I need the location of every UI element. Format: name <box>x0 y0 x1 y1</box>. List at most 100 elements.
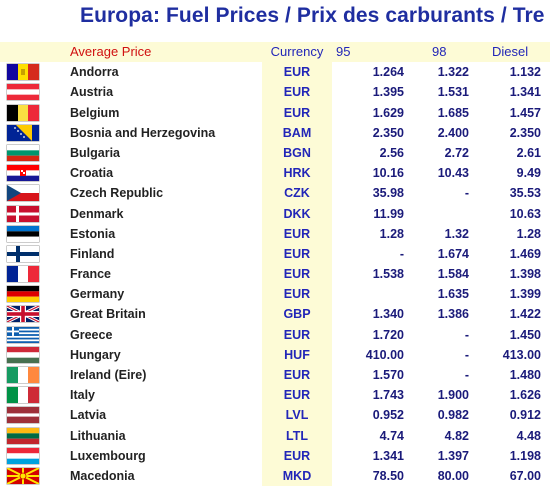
denmark-flag-icon <box>7 205 39 222</box>
price-diesel: 9.49 <box>516 166 541 181</box>
table-row: Ireland (Eire) EUR 1.570 - 1.480 <box>0 365 550 386</box>
country-name: Croatia <box>70 166 114 181</box>
table-row: Finland EUR - 1.674 1.469 <box>0 243 550 265</box>
price-95: 1.28 <box>379 226 404 241</box>
fuel-price-table: Average Price Currency 95 98 Diesel Ando… <box>0 42 550 487</box>
currency-code: EUR <box>262 223 332 244</box>
price-98: 80.00 <box>437 468 469 483</box>
price-diesel: 35.53 <box>509 186 541 201</box>
price-95: 1.743 <box>372 388 404 403</box>
currency-code: LTL <box>262 425 332 446</box>
table-row: Macedonia MKD 78.50 80.00 67.00 <box>0 465 550 487</box>
price-diesel: 1.422 <box>509 307 541 322</box>
price-98: 1.635 <box>437 287 469 302</box>
price-95: 4.74 <box>379 428 404 443</box>
country-name: Belgium <box>70 105 120 120</box>
price-98: 1.674 <box>437 246 469 261</box>
country-name: Greece <box>70 327 113 342</box>
table-row: Czech Republic CZK 35.98 - 35.53 <box>0 183 550 204</box>
lithuania-flag-icon <box>7 427 39 444</box>
header-average-price: Average Price <box>70 44 152 59</box>
price-diesel: 1.457 <box>509 105 541 120</box>
belgium-flag-icon <box>7 104 39 121</box>
price-diesel: 413.00 <box>502 347 541 362</box>
price-95: 410.00 <box>365 347 404 362</box>
ireland-flag-icon <box>7 367 39 383</box>
country-name: Hungary <box>70 347 121 362</box>
table-row: Estonia EUR 1.28 1.32 1.28 <box>0 223 550 244</box>
currency-code: EUR <box>262 264 332 285</box>
currency-code: EUR <box>262 284 332 305</box>
price-95: - <box>399 246 404 261</box>
finland-flag-icon <box>7 245 39 262</box>
price-98: 1.32 <box>444 226 469 241</box>
header-currency: Currency <box>270 44 324 59</box>
price-98: - <box>464 368 469 382</box>
table-row: Andorra EUR 1.264 1.322 1.132 <box>0 62 550 83</box>
austria-flag-icon <box>7 84 39 101</box>
price-95: 2.56 <box>379 145 404 160</box>
header-diesel: Diesel <box>492 44 529 59</box>
currency-code: HUF <box>262 344 332 365</box>
table-row: Bulgaria BGN 2.56 2.72 2.61 <box>0 142 550 164</box>
price-95: 35.98 <box>372 186 404 201</box>
latvia-flag-icon <box>7 407 39 424</box>
country-name: Bulgaria <box>70 145 121 160</box>
currency-code: EUR <box>262 243 332 265</box>
price-98: - <box>464 186 469 201</box>
table-row: Italy EUR 1.743 1.900 1.626 <box>0 385 550 406</box>
table-header-row: Average Price Currency 95 98 Diesel <box>0 42 550 63</box>
price-98: 4.82 <box>444 428 469 443</box>
country-name: Finland <box>70 246 115 261</box>
table-row: Greece EUR 1.720 - 1.450 <box>0 324 550 345</box>
country-name: Italy <box>70 388 96 403</box>
luxembourg-flag-icon <box>7 447 39 464</box>
country-name: Latvia <box>70 408 107 423</box>
price-95: 1.340 <box>372 307 404 322</box>
price-98: 2.72 <box>444 145 469 160</box>
price-diesel: 4.48 <box>516 428 541 443</box>
table-row: Hungary HUF 410.00 - 413.00 <box>0 344 550 365</box>
price-98: 1.386 <box>437 307 469 322</box>
price-95: 0.952 <box>372 408 404 423</box>
germany-flag-icon <box>7 286 39 303</box>
currency-code: EUR <box>262 365 332 386</box>
country-name: Great Britain <box>70 307 146 322</box>
bosnia-flag-icon <box>7 124 39 141</box>
page-title: Europa: Fuel Prices / Prix des carburant… <box>80 4 545 27</box>
country-name: Denmark <box>70 206 124 221</box>
table-row: Luxembourg EUR 1.341 1.397 1.198 <box>0 445 550 466</box>
currency-code: GBP <box>262 304 332 325</box>
france-flag-icon <box>7 266 39 283</box>
price-95: 11.99 <box>373 206 404 221</box>
country-name: Luxembourg <box>70 448 146 463</box>
price-95: 1.720 <box>372 327 404 342</box>
currency-code: BAM <box>262 122 332 143</box>
price-95 <box>334 284 404 304</box>
price-diesel: 67.00 <box>509 468 541 483</box>
country-name: Ireland (Eire) <box>70 368 147 382</box>
croatia-flag-icon <box>7 165 39 182</box>
table-row: Denmark DKK 11.99 10.63 <box>0 203 550 224</box>
estonia-flag-icon <box>7 225 39 242</box>
price-95: 1.629 <box>372 105 404 120</box>
price-95: 78.50 <box>372 468 404 483</box>
table-row: Latvia LVL 0.952 0.982 0.912 <box>0 405 550 426</box>
currency-code: HRK <box>262 163 332 184</box>
country-name: Austria <box>70 85 114 100</box>
header-98: 98 <box>432 44 447 59</box>
currency-code: EUR <box>262 82 332 103</box>
currency-code: LVL <box>262 405 332 426</box>
italy-flag-icon <box>7 387 39 404</box>
price-98: 0.982 <box>437 408 469 423</box>
country-name: Bosnia and Herzegovina <box>70 125 216 140</box>
price-98: 1.397 <box>437 448 469 463</box>
bulgaria-flag-icon <box>7 144 39 161</box>
price-98: 1.685 <box>437 105 469 120</box>
price-98: 10.43 <box>437 166 469 181</box>
table-row: Austria EUR 1.395 1.531 1.341 <box>0 82 550 103</box>
greece-flag-icon <box>7 326 39 343</box>
table-row: Bosnia and Herzegovina BAM 2.350 2.400 2.350 <box>0 122 550 143</box>
country-name: France <box>70 267 111 282</box>
price-diesel: 1.198 <box>509 448 541 463</box>
